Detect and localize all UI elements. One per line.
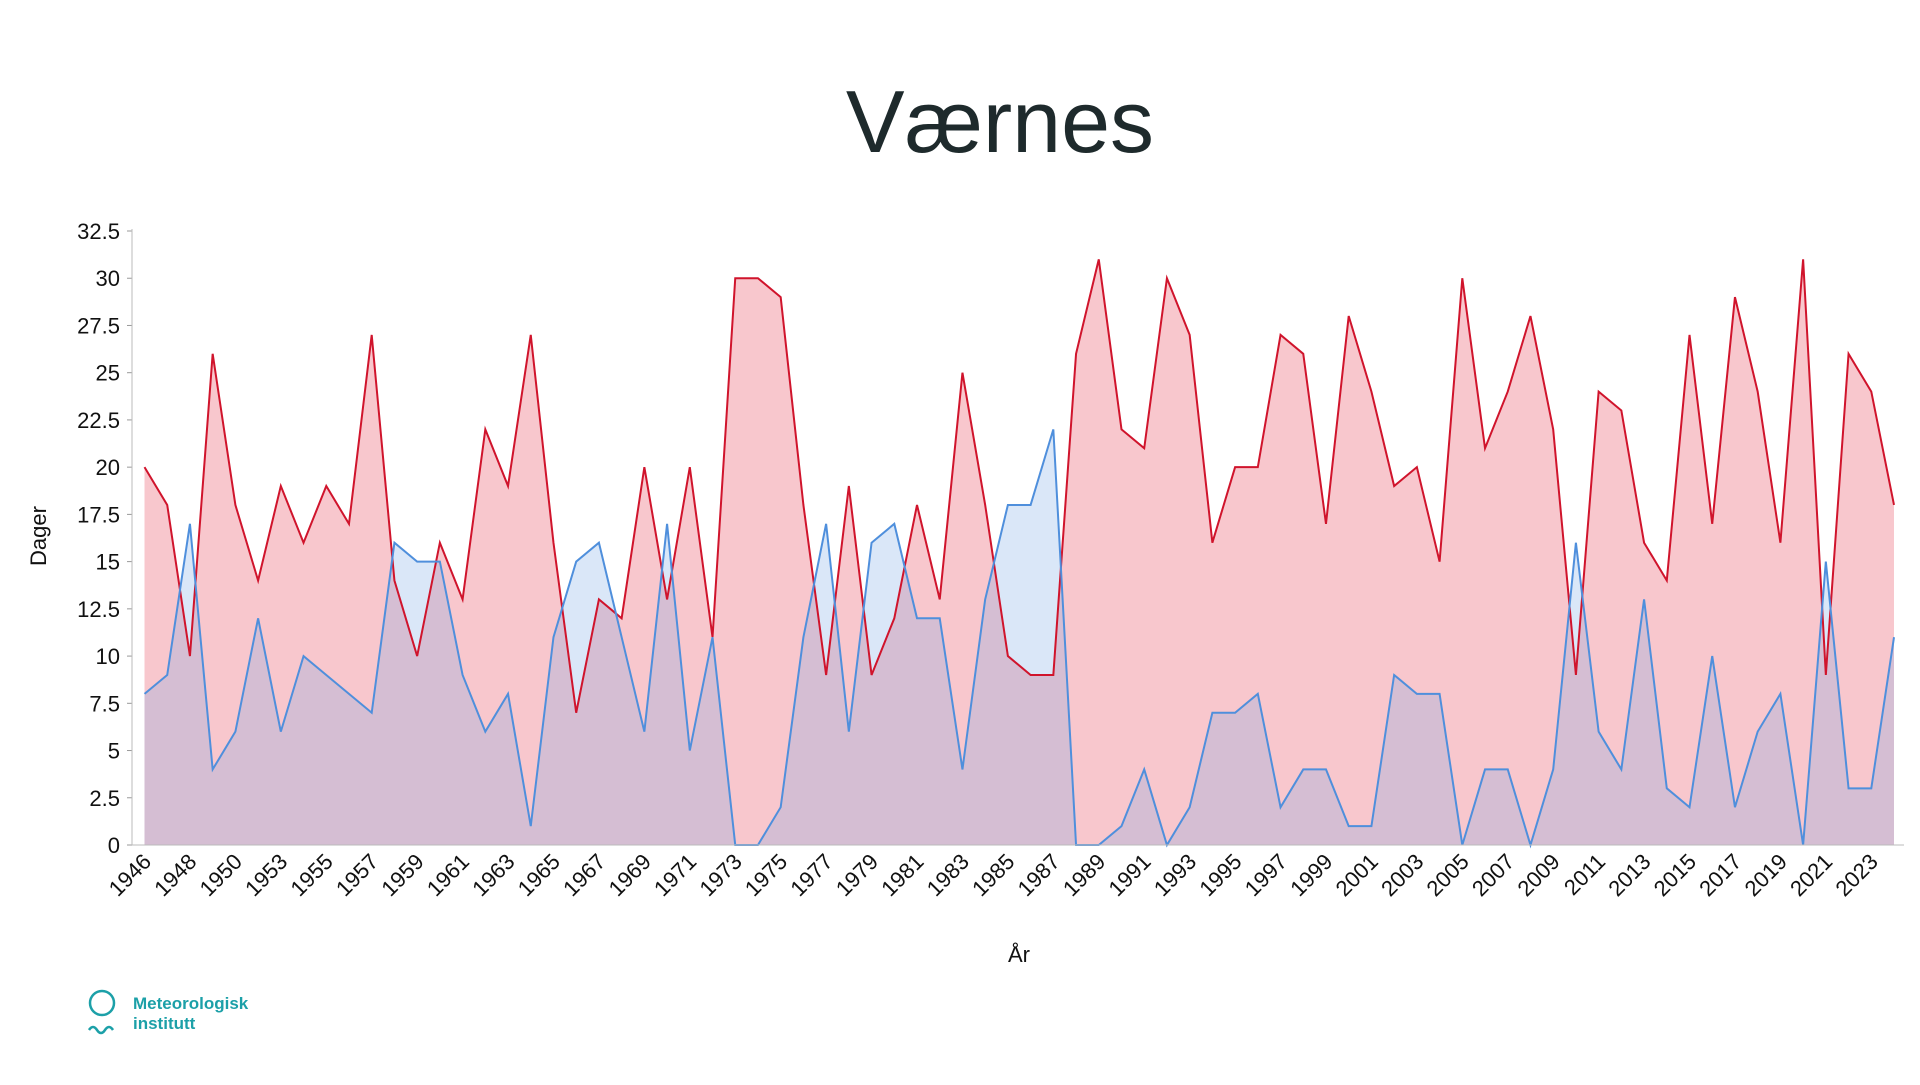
x-tick-label: 2015: [1649, 849, 1701, 901]
y-tick-label: 25: [96, 361, 120, 386]
y-tick-label: 0: [108, 833, 120, 858]
x-tick-label: 1971: [649, 849, 701, 901]
x-tick-label: 1955: [286, 849, 338, 901]
x-tick-label: 1957: [331, 849, 383, 901]
y-tick-label: 5: [108, 739, 120, 764]
x-tick-label: 1973: [694, 849, 746, 901]
x-tick-label: 2021: [1785, 849, 1837, 901]
x-tick-label: 2011: [1559, 849, 1610, 900]
x-tick-label: 2001: [1331, 849, 1383, 901]
line: [143, 429, 1895, 849]
y-tick-label: 15: [96, 550, 120, 575]
x-tick-label: 1975: [740, 849, 792, 901]
x-tick-label: 1967: [558, 849, 610, 901]
area: [144, 429, 1894, 845]
x-tick-label: 2013: [1603, 849, 1655, 901]
y-tick-label: 7.5: [89, 691, 120, 716]
y-tick-label: 17.5: [77, 502, 120, 527]
x-tick-label: 1948: [149, 849, 201, 901]
y-tick-label: 2.5: [89, 786, 120, 811]
x-tick-label: 1977: [785, 849, 837, 901]
x-tick-label: 2019: [1740, 849, 1792, 901]
y-axis-label: Dager: [26, 506, 51, 566]
x-tick-label: 1969: [604, 849, 656, 901]
x-tick-label: 1991: [1103, 849, 1155, 901]
y-tick-label: 10: [96, 644, 120, 669]
area: [144, 259, 1894, 845]
x-tick-label: 1987: [1013, 849, 1065, 901]
y-tick-label: 30: [96, 266, 120, 291]
x-axis-label: År: [1008, 942, 1030, 967]
x-tick-label: 1979: [831, 849, 883, 901]
y-tick-label: 32.5: [77, 219, 120, 244]
y-tick-label: 20: [96, 455, 120, 480]
x-tick-label: 1959: [376, 849, 428, 901]
y-tick-label: 27.5: [77, 313, 120, 338]
y-tick-label: 12.5: [77, 597, 120, 622]
x-tick-label: 2005: [1422, 849, 1474, 901]
x-tick-label: 2023: [1831, 849, 1883, 901]
x-tick-label: 1983: [922, 849, 974, 901]
x-tick-label: 1989: [1058, 849, 1110, 901]
x-tick-label: 1953: [240, 849, 292, 901]
x-tick-label: 1999: [1285, 849, 1337, 901]
x-tick-label: 1965: [513, 849, 565, 901]
logo-wave: [87, 1025, 115, 1035]
x-tick-label: 1985: [967, 849, 1019, 901]
x-tick-label: 1950: [195, 849, 247, 901]
x-tick-label: 2007: [1467, 849, 1519, 901]
chart-title: Værnes: [846, 72, 1154, 171]
x-tick-label: 1981: [876, 849, 928, 901]
x-tick-label: 1995: [1194, 849, 1246, 901]
logo-text: institutt: [133, 1014, 196, 1033]
x-tick-label: 2003: [1376, 849, 1428, 901]
x-tick-label: 1997: [1240, 849, 1292, 901]
y-tick-label: 22.5: [77, 408, 120, 433]
logo: Meteorologisk institutt: [87, 989, 249, 1035]
logo-text: Meteorologisk: [133, 994, 249, 1013]
x-tick-label: 1963: [467, 849, 519, 901]
x-tick-label: 2017: [1694, 849, 1746, 901]
x-tick-label: 1993: [1149, 849, 1201, 901]
logo-circle: [88, 989, 116, 1017]
x-tick-label: 1961: [422, 849, 474, 901]
x-tick-label: 2009: [1512, 849, 1564, 901]
